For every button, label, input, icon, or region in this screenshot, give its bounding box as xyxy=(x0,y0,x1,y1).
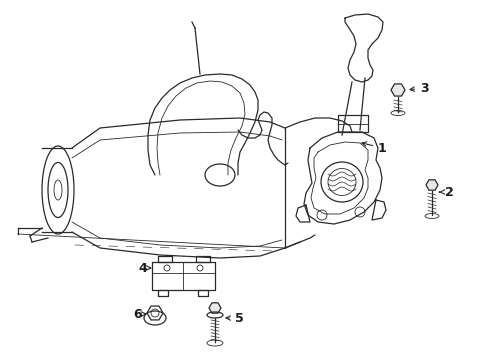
Text: 5: 5 xyxy=(226,311,244,324)
Text: 2: 2 xyxy=(440,185,454,198)
Text: 3: 3 xyxy=(410,81,429,94)
Text: 6: 6 xyxy=(133,307,146,320)
Text: 1: 1 xyxy=(362,141,387,154)
Text: 4: 4 xyxy=(138,261,151,274)
